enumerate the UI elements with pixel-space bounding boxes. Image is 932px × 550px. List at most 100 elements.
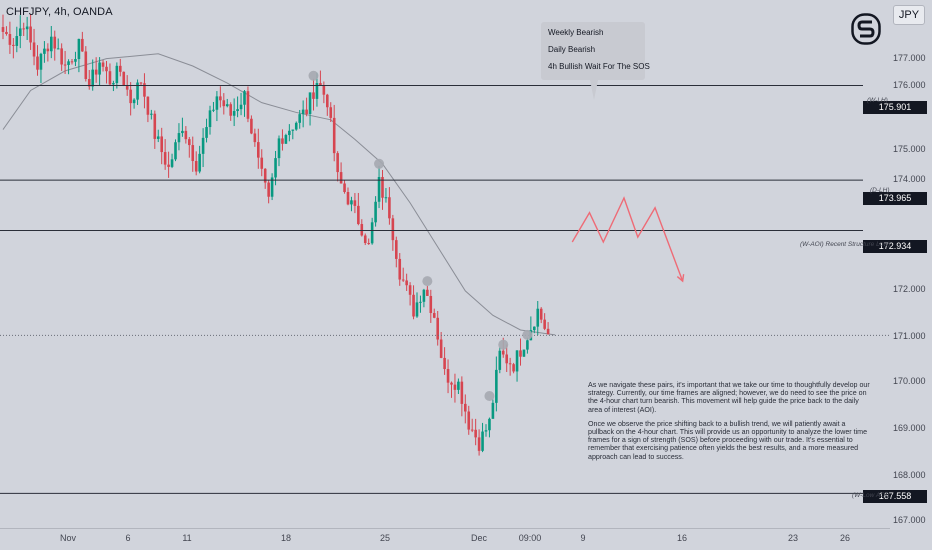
candle-body (170, 159, 174, 167)
candle (246, 86, 250, 123)
candle-body (150, 113, 153, 115)
candle-body (405, 280, 408, 286)
candle (374, 196, 377, 227)
candle-body (267, 182, 270, 197)
candle-body (177, 133, 181, 143)
candle (263, 168, 267, 189)
candle (484, 424, 488, 437)
candle (477, 429, 481, 456)
candle (488, 417, 491, 438)
candle-body (53, 36, 57, 49)
candle-body (50, 36, 53, 52)
candle-body (105, 66, 108, 72)
candle-body (436, 317, 439, 340)
candle (388, 187, 391, 225)
candle (74, 51, 77, 67)
candle (253, 128, 257, 147)
candle-body (374, 201, 377, 223)
candle (395, 236, 398, 268)
candle (222, 93, 226, 115)
candle (84, 46, 88, 82)
candle (329, 102, 333, 122)
candle-body (46, 48, 50, 52)
candle (470, 418, 474, 433)
candle (39, 52, 43, 84)
candle (353, 193, 357, 214)
note-paragraph-1: As we navigate these pairs, it's importa… (588, 381, 870, 414)
candle (53, 30, 57, 61)
candle-body (22, 28, 25, 30)
candle-body (460, 381, 464, 404)
price-tick: 175.000 (893, 144, 926, 154)
candle (5, 26, 8, 36)
candle-body (443, 357, 446, 370)
candle-body (457, 381, 460, 390)
time-tick: Nov (59, 533, 77, 543)
candle (298, 109, 301, 129)
currency-button[interactable]: JPY (893, 5, 925, 25)
candle-body (94, 69, 98, 75)
candle-body (274, 158, 277, 178)
level-price-w-aoi: 172.934 (863, 240, 927, 253)
candle (257, 128, 260, 169)
level-tag-w-lh: (W-LH) (867, 97, 888, 104)
candle (232, 98, 236, 127)
candle-body (467, 411, 471, 430)
tooltip-daily: Daily Bearish (548, 45, 596, 54)
time-tick: 09:00 (518, 533, 542, 543)
candle (50, 25, 53, 59)
candle (70, 59, 74, 65)
candle-body (508, 363, 512, 365)
candle-body (477, 437, 481, 451)
candle (122, 71, 126, 87)
price-tick: 174.000 (893, 174, 926, 184)
s-brand-logo-icon (851, 13, 881, 45)
candle (60, 43, 63, 71)
candle-body (384, 197, 388, 199)
candle (336, 151, 339, 182)
candle-body (136, 82, 139, 100)
time-tick: Dec (470, 533, 488, 543)
candle (291, 129, 295, 140)
time-tick: 11 (182, 533, 192, 543)
candle-body (115, 65, 119, 84)
candle-body (439, 339, 443, 358)
candle (294, 121, 298, 131)
candle (505, 344, 508, 372)
candle-body (101, 62, 105, 67)
candle-body (191, 145, 195, 162)
candle-body (470, 429, 474, 431)
candle-body (263, 168, 267, 183)
candle (8, 21, 12, 54)
candle (36, 45, 39, 76)
candle (360, 219, 364, 237)
candle (384, 188, 388, 203)
level-tag-w-aoi: (W-AOI) Recent Structure Low) (800, 241, 891, 248)
candle (522, 349, 526, 357)
candle (412, 285, 415, 320)
price-tick: 177.000 (893, 53, 926, 63)
candle (343, 180, 346, 194)
candle-body (343, 183, 346, 193)
candle-body (246, 91, 250, 119)
candle (467, 405, 471, 435)
candle (94, 57, 98, 83)
candle (415, 292, 419, 318)
candle-body (533, 326, 536, 331)
candle (163, 139, 167, 170)
candle (219, 86, 222, 108)
candle (215, 91, 219, 122)
candle (87, 70, 91, 90)
candle (326, 93, 329, 116)
candle-body (270, 177, 274, 197)
candle-body (329, 107, 333, 118)
time-tick: 23 (787, 533, 799, 543)
candle-body (81, 38, 84, 52)
candle-body (419, 301, 422, 303)
candle-body (291, 129, 295, 131)
candle-body (305, 109, 308, 114)
candle-body (39, 53, 43, 70)
candle-body (501, 350, 505, 355)
